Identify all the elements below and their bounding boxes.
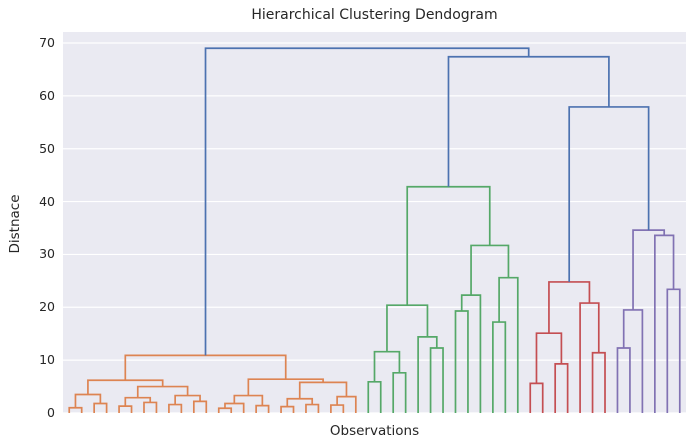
y-tick-label: 0: [47, 405, 55, 420]
dendrogram-link: [204, 47, 530, 356]
y-tick-label: 50: [39, 140, 55, 156]
x-axis-label: Observations: [329, 423, 420, 439]
y-tick-label: 60: [39, 87, 55, 103]
y-tick-label: 30: [39, 246, 55, 262]
y-tick-label: 70: [39, 35, 55, 50]
chart-title: Hierarchical Clustering Dendogram: [251, 7, 498, 23]
y-tick-label: 10: [39, 352, 55, 368]
y-tick-label: 20: [39, 299, 55, 315]
gridlines: [63, 42, 686, 414]
dendrogram-links: [68, 47, 681, 413]
y-tick-label: 40: [39, 193, 55, 209]
